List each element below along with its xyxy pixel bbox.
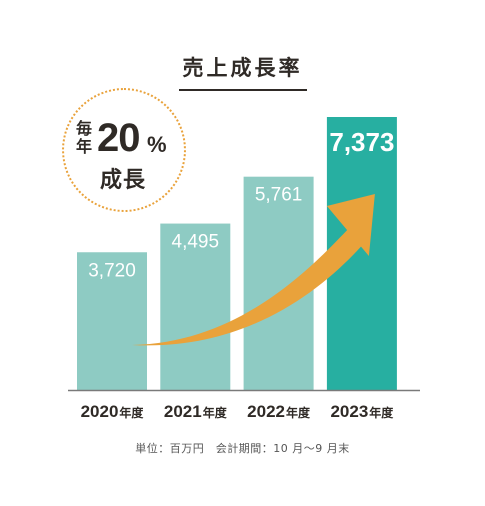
bar-2020年度 bbox=[77, 252, 147, 390]
category-label-2022年度: 2022年度 bbox=[247, 402, 311, 421]
title-underline bbox=[179, 89, 307, 91]
badge-percent: % bbox=[147, 132, 167, 157]
value-label-2020年度: 3,720 bbox=[88, 260, 136, 281]
footnote: 単位：百万円 会計期間：10 月〜9 月末 bbox=[135, 442, 350, 455]
badge-number: 20 bbox=[97, 116, 140, 160]
category-label-2021年度: 2021年度 bbox=[164, 402, 228, 421]
bar-2021年度 bbox=[160, 223, 231, 390]
value-label-2022年度: 5,761 bbox=[255, 185, 303, 206]
badge-suffix: 成長 bbox=[100, 168, 147, 193]
category-label-2020年度: 2020年度 bbox=[81, 402, 145, 421]
value-label-2023年度: 7,373 bbox=[329, 127, 394, 157]
value-label-2021年度: 4,495 bbox=[172, 232, 220, 253]
growth-arrow bbox=[132, 194, 375, 346]
chart-title: 売上成長率 bbox=[182, 56, 303, 80]
growth-badge: 毎 年 20 % 成長 bbox=[62, 88, 186, 212]
badge-prefix-top: 毎 bbox=[76, 119, 93, 138]
category-label-2023年度: 2023年度 bbox=[330, 402, 394, 421]
badge-prefix-bottom: 年 bbox=[76, 137, 93, 156]
